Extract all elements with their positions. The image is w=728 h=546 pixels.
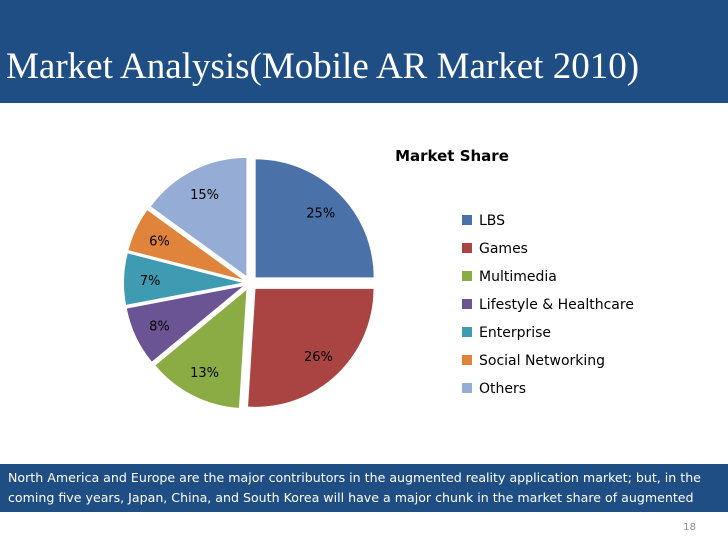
legend-swatch-others [462,383,472,393]
page-number: 18 [683,522,696,533]
footer-bar: North America and Europe are the major c… [0,464,728,525]
legend-swatch-lbs [462,215,472,225]
pie-slice-labels: 25% 26% 13% 8% 7% 6% 15% [140,188,335,381]
slice-label-multimedia: 13% [190,366,219,381]
pie-slice-lbs [255,159,374,278]
legend-label-social-networking: Social Networking [479,353,605,369]
legend-label-multimedia: Multimedia [479,269,557,285]
legend-label-others: Others [479,381,526,397]
legend-label-games: Games [479,241,528,257]
slice-label-others: 15% [190,188,219,203]
legend-label-lifestyle-and-healthcare: Lifestyle & Healthcare [479,297,634,313]
legend-label-lbs: LBS [479,213,505,229]
legend-swatch-social-networking [462,355,472,365]
pie-slice-enterprise [124,253,243,305]
pie-slice-social-networking [128,210,243,280]
market-share-chart: Market Share 25% 26% 13% 8% 7% 6% 15% LBS Games… [124,147,634,408]
legend-swatch-enterprise [462,327,472,337]
legend-swatch-multimedia [462,271,472,281]
chart-title: Market Share [395,147,509,165]
slice-label-social-networking: 6% [149,234,170,249]
pie-slice-lifestyle-and-healthcare [126,286,243,362]
legend-swatch-lifestyle-and-healthcare [462,299,472,309]
chart-legend: LBS Games Multimedia Lifestyle & Healthcare… [462,213,634,397]
slice-label-lifestyle-and-healthcare: 8% [149,320,170,335]
legend-label-enterprise: Enterprise [479,325,551,341]
footer-text: North America and Europe are the major c… [8,470,701,525]
legend-swatch-games [462,243,472,253]
slice-label-enterprise: 7% [140,274,161,289]
slice-label-games: 26% [304,350,333,365]
pie-slice-multimedia [155,290,247,408]
pie-slices [124,157,374,408]
slide-title: Market Analysis(Mobile AR Market 2010) [6,46,640,87]
pie-slice-others [150,157,247,276]
title-bar: Market Analysis(Mobile AR Market 2010) [0,0,728,103]
pie-slice-games [248,288,374,407]
slice-label-lbs: 25% [306,206,335,221]
